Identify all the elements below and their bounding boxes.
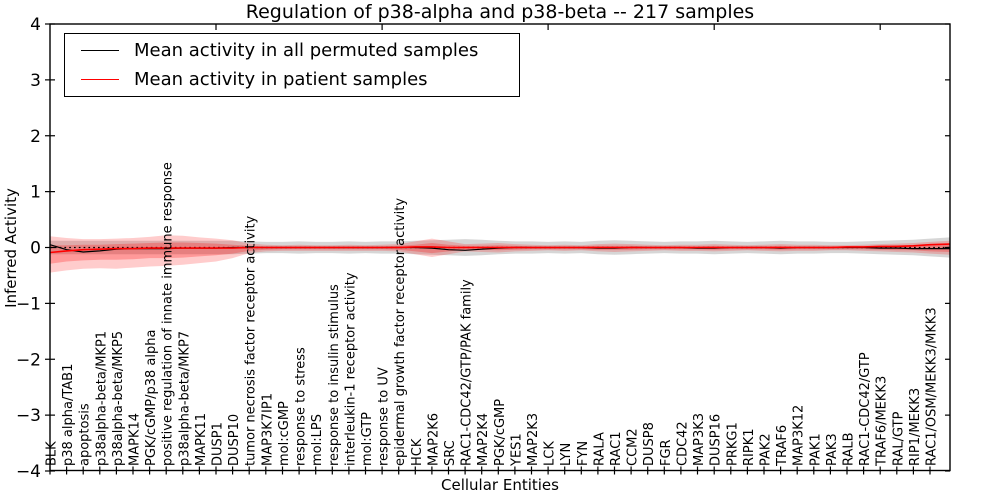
svg-text:MAP2K4: MAP2K4 — [476, 413, 491, 466]
legend-entry-permuted: Mean activity in all permuted samples — [75, 40, 509, 61]
svg-text:TRAF6: TRAF6 — [775, 425, 790, 467]
permuted-line-swatch — [81, 50, 119, 51]
svg-text:response to UV: response to UV — [377, 367, 392, 466]
svg-text:response to insulin stimulus: response to insulin stimulus — [327, 284, 342, 466]
svg-text:MAPK11: MAPK11 — [194, 413, 209, 466]
svg-text:MAP2K6: MAP2K6 — [426, 413, 441, 466]
svg-text:PRKG1: PRKG1 — [725, 422, 740, 466]
svg-text:RIPK1: RIPK1 — [742, 428, 757, 466]
svg-text:LYN: LYN — [559, 443, 574, 466]
patient-outer-band — [50, 235, 950, 273]
svg-text:3: 3 — [30, 71, 41, 91]
x-category-labels: BLK p38 alpha/TAB1 apoptosis p38alpha-beta/… — [45, 162, 940, 467]
y-tick-labels: −4 −3 −2 −1 0 1 2 3 4 — [16, 15, 41, 482]
svg-text:DUSP16: DUSP16 — [709, 414, 724, 466]
svg-text:RAC1-CDC42/GTP: RAC1-CDC42/GTP — [858, 352, 873, 466]
svg-text:−3: −3 — [16, 406, 41, 426]
svg-text:−1: −1 — [16, 294, 41, 314]
svg-text:RALB: RALB — [842, 432, 857, 466]
svg-text:0: 0 — [30, 239, 41, 259]
svg-text:positive regulation of innate: positive regulation of innate immune res… — [161, 162, 176, 466]
svg-text:FYN: FYN — [576, 441, 591, 466]
patient-line-swatch — [81, 79, 119, 80]
svg-text:BLK: BLK — [45, 441, 60, 466]
svg-text:p38alpha-beta/MKP5: p38alpha-beta/MKP5 — [111, 331, 126, 466]
svg-text:4: 4 — [30, 15, 41, 35]
svg-text:PGK/cGMP: PGK/cGMP — [493, 399, 508, 466]
svg-text:RALA: RALA — [592, 432, 607, 466]
legend: Mean activity in all permuted samples Me… — [64, 33, 520, 97]
legend-label-permuted: Mean activity in all permuted samples — [134, 40, 479, 61]
svg-text:response to stress: response to stress — [294, 347, 309, 466]
svg-text:RAC1-CDC42/GTP/PAK family: RAC1-CDC42/GTP/PAK family — [460, 279, 475, 466]
svg-text:MAPK14: MAPK14 — [128, 413, 143, 466]
svg-text:PAK1: PAK1 — [808, 433, 823, 466]
svg-text:LCK: LCK — [543, 441, 558, 466]
svg-text:mol:LPS: mol:LPS — [310, 414, 325, 466]
legend-label-patient: Mean activity in patient samples — [134, 69, 428, 90]
x-axis-label: Cellular Entities — [441, 476, 559, 494]
svg-text:PGK/cGMP/p38 alpha: PGK/cGMP/p38 alpha — [144, 330, 159, 466]
svg-text:RAL/GTP: RAL/GTP — [891, 411, 906, 466]
svg-text:tumor necrosis factor receptor: tumor necrosis factor receptor activity — [244, 215, 259, 466]
svg-text:2: 2 — [30, 127, 41, 147]
svg-text:DUSP8: DUSP8 — [642, 422, 657, 466]
svg-text:PAK2: PAK2 — [759, 433, 774, 466]
svg-text:p38alpha-beta/MKP7: p38alpha-beta/MKP7 — [177, 331, 192, 466]
svg-text:interleukin-1 receptor activit: interleukin-1 receptor activity — [343, 272, 358, 466]
svg-text:CDC42: CDC42 — [675, 421, 690, 466]
svg-text:MAP2K3: MAP2K3 — [526, 413, 541, 466]
svg-text:YES1: YES1 — [509, 433, 524, 467]
svg-text:RAC1: RAC1 — [609, 431, 624, 466]
svg-text:MAP3K7IP1: MAP3K7IP1 — [260, 393, 275, 466]
svg-text:mol:cGMP: mol:cGMP — [277, 401, 292, 466]
svg-text:1: 1 — [30, 183, 41, 203]
svg-text:DUSP1: DUSP1 — [211, 422, 226, 466]
svg-text:apoptosis: apoptosis — [78, 403, 93, 466]
svg-text:MAP3K3: MAP3K3 — [692, 413, 707, 466]
svg-text:TRAF6/MEKK3: TRAF6/MEKK3 — [875, 376, 890, 467]
svg-text:FGR: FGR — [659, 439, 674, 466]
axis-ticks — [45, 23, 950, 475]
svg-text:−2: −2 — [16, 350, 41, 370]
svg-text:epidermal growth factor recept: epidermal growth factor receptor activit… — [393, 198, 408, 466]
svg-text:−4: −4 — [16, 462, 41, 482]
patient-mean-line — [49, 243, 951, 254]
svg-text:MAP3K12: MAP3K12 — [792, 405, 807, 466]
svg-text:DUSP10: DUSP10 — [227, 414, 242, 466]
svg-text:CCM2: CCM2 — [626, 428, 641, 466]
svg-text:mol:GTP: mol:GTP — [360, 412, 375, 466]
svg-text:RAC1/OSM/MEKK3/MKK3: RAC1/OSM/MEKK3/MKK3 — [925, 307, 940, 466]
svg-text:PAK3: PAK3 — [825, 433, 840, 466]
legend-entry-patient: Mean activity in patient samples — [75, 69, 509, 90]
chart-title: Regulation of p38-alpha and p38-beta -- … — [245, 1, 755, 23]
svg-text:p38alpha-beta/MKP1: p38alpha-beta/MKP1 — [94, 331, 109, 466]
svg-text:RIP1/MEKK3: RIP1/MEKK3 — [908, 388, 923, 466]
svg-text:HCK: HCK — [410, 438, 425, 466]
svg-text:SRC: SRC — [443, 440, 458, 466]
svg-text:p38 alpha/TAB1: p38 alpha/TAB1 — [61, 364, 76, 466]
